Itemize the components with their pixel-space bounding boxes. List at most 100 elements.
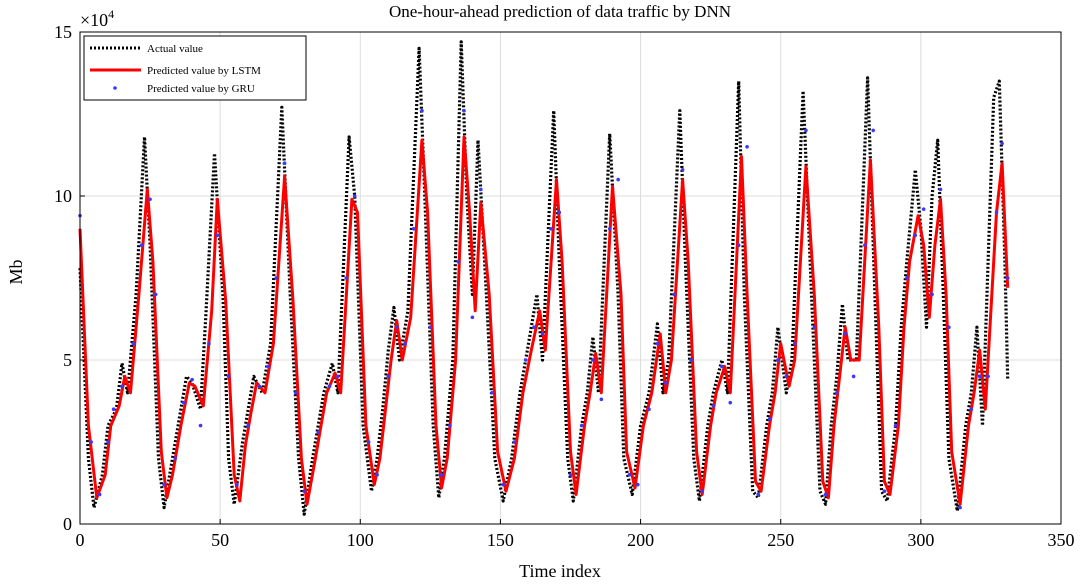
gru-point bbox=[215, 233, 220, 238]
gru-point bbox=[302, 489, 307, 494]
gru-point bbox=[523, 358, 528, 362]
gru-point bbox=[162, 482, 166, 487]
gru-point bbox=[969, 407, 974, 412]
gru-point bbox=[207, 341, 211, 346]
gru-point bbox=[977, 374, 982, 379]
gru-point bbox=[767, 417, 772, 421]
gru-point bbox=[607, 227, 612, 231]
gru-point bbox=[490, 391, 494, 395]
gru-point bbox=[843, 331, 847, 336]
gru-point bbox=[235, 482, 239, 487]
gru-point bbox=[173, 456, 178, 461]
gru-point bbox=[294, 391, 298, 395]
gru-point bbox=[635, 482, 640, 487]
gru-point bbox=[366, 440, 371, 444]
gru-point bbox=[139, 243, 144, 247]
gru-point bbox=[470, 315, 475, 320]
gru-point bbox=[568, 473, 573, 477]
gru-point bbox=[439, 473, 444, 477]
gru-point bbox=[994, 210, 999, 215]
gru-point bbox=[1005, 276, 1010, 280]
x-tick-label: 0 bbox=[76, 530, 85, 550]
gru-point bbox=[921, 207, 926, 211]
gru-point bbox=[579, 423, 584, 428]
gru-point bbox=[627, 473, 632, 477]
gru-point bbox=[106, 440, 110, 444]
gru-point bbox=[812, 325, 817, 330]
series-lstm-line bbox=[78, 135, 1010, 506]
legend-swatch-gru bbox=[113, 86, 117, 90]
tick-layer: 0 50 100 150 200 250 300 350 0 5 10 15 bbox=[54, 22, 1075, 550]
gru-point bbox=[851, 374, 856, 379]
gru-point bbox=[226, 374, 231, 379]
gru-point bbox=[344, 276, 349, 280]
gru-point bbox=[591, 358, 595, 362]
legend-box bbox=[83, 35, 307, 101]
gru-point bbox=[736, 243, 741, 247]
y-tick-label: 15 bbox=[54, 22, 72, 42]
gru-point bbox=[282, 161, 287, 165]
gru-point bbox=[947, 325, 951, 330]
gru-point bbox=[327, 384, 332, 389]
gru-point bbox=[549, 227, 553, 231]
y-tick-label: 5 bbox=[63, 350, 72, 370]
gru-point bbox=[181, 400, 186, 405]
gru-point bbox=[448, 423, 452, 428]
gru-point bbox=[689, 358, 693, 362]
gru-point bbox=[680, 167, 685, 172]
gru-point bbox=[557, 210, 562, 215]
x-tick-label: 200 bbox=[627, 530, 654, 550]
gru-point bbox=[386, 374, 391, 379]
gru-point bbox=[1000, 141, 1004, 146]
legend-label-actual: Actual value bbox=[147, 43, 203, 55]
gru-point bbox=[599, 397, 604, 402]
gru-point bbox=[792, 341, 797, 346]
chart-title: One-hour-ahead prediction of data traffi… bbox=[389, 2, 731, 21]
gru-point bbox=[512, 440, 517, 444]
gru-point bbox=[882, 489, 887, 494]
x-tick-label: 50 bbox=[211, 530, 229, 550]
x-tick-label: 250 bbox=[767, 530, 794, 550]
gru-point bbox=[930, 292, 934, 297]
gru-point bbox=[720, 364, 724, 369]
gru-point bbox=[776, 358, 780, 362]
gru-point bbox=[316, 430, 321, 434]
gru-point bbox=[375, 473, 379, 477]
gru-point bbox=[479, 187, 483, 192]
gru-point bbox=[616, 177, 620, 182]
gru-point bbox=[863, 243, 867, 247]
gru-point bbox=[336, 374, 340, 379]
plot-frame bbox=[79, 31, 1062, 525]
x-tick-label: 300 bbox=[907, 530, 934, 550]
gru-point bbox=[394, 325, 399, 330]
series-actual-line bbox=[78, 40, 1010, 516]
gru-point bbox=[672, 292, 677, 297]
gru-point bbox=[893, 423, 898, 428]
gru-point bbox=[756, 492, 761, 497]
gru-point bbox=[153, 292, 158, 297]
gru-point bbox=[403, 341, 407, 346]
gru-point bbox=[411, 227, 416, 231]
gru-point bbox=[265, 364, 270, 369]
gru-point bbox=[456, 259, 461, 264]
gru-point bbox=[198, 423, 203, 428]
gru-point bbox=[190, 377, 194, 382]
x-axis-label: Time index bbox=[519, 561, 601, 581]
x-tick-label: 350 bbox=[1048, 530, 1075, 550]
gru-point bbox=[711, 404, 716, 408]
gru-point bbox=[420, 108, 424, 113]
gru-point bbox=[871, 128, 876, 133]
gru-point bbox=[655, 341, 660, 346]
gru-point bbox=[958, 505, 962, 510]
gru-point bbox=[532, 325, 536, 330]
gru-point bbox=[246, 423, 250, 428]
gru-point bbox=[784, 374, 789, 379]
series-layer bbox=[78, 40, 1010, 516]
gru-point bbox=[728, 400, 733, 405]
x-tick-label: 100 bbox=[347, 530, 374, 550]
gru-point bbox=[986, 374, 990, 379]
gru-point bbox=[352, 194, 357, 198]
gru-point bbox=[540, 331, 545, 336]
legend-label-lstm: Predicted value by LSTM bbox=[147, 65, 261, 77]
